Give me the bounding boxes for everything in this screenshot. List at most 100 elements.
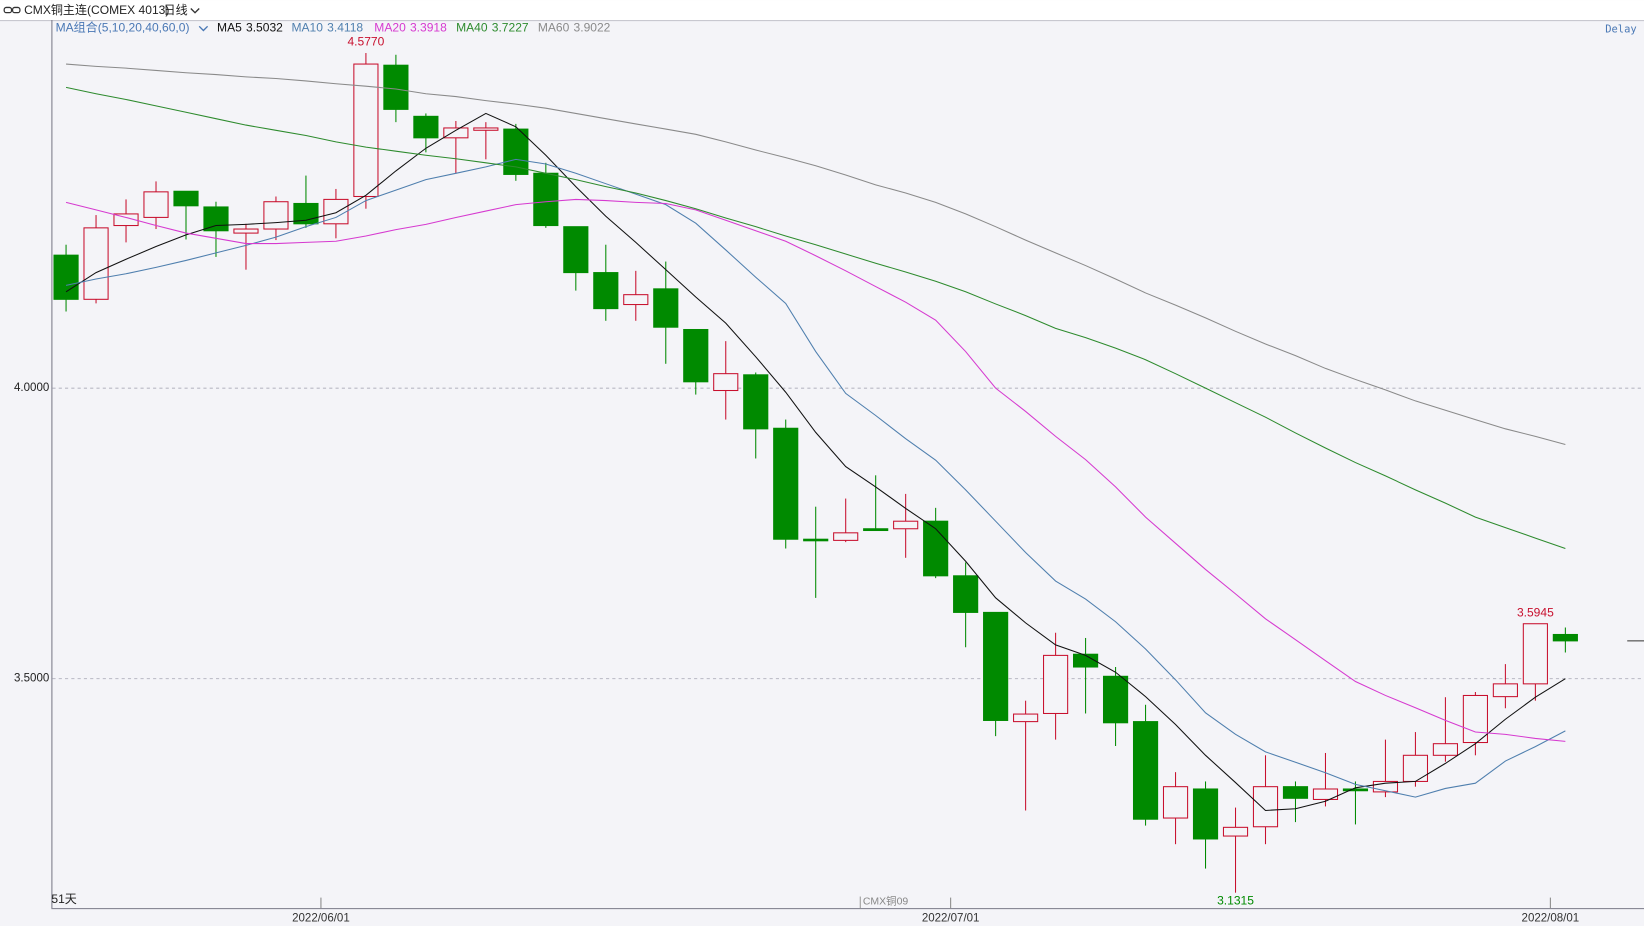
- legend-value: 3.7227: [492, 21, 529, 35]
- legend-value: 3.5032: [246, 21, 283, 35]
- ma-line: [65, 86, 1566, 550]
- period-dropdown-icon[interactable]: [190, 8, 200, 14]
- candle-body: [833, 532, 859, 541]
- candle: [1312, 752, 1339, 807]
- candle: [53, 244, 79, 312]
- legend-entry: MA40 3.7227: [456, 21, 529, 35]
- candle-body: [473, 127, 499, 131]
- candle: [773, 419, 799, 549]
- candle-body: [203, 206, 229, 232]
- candle-body: [353, 63, 379, 198]
- header-bar: [0, 0, 1644, 21]
- legend-entry: MA20 3.3918: [374, 21, 447, 35]
- candle-body: [953, 575, 979, 613]
- candle: [263, 196, 289, 241]
- candle-body: [503, 128, 529, 175]
- candle: [1552, 627, 1578, 653]
- legend-value: 3.9022: [574, 21, 611, 35]
- candle-body: [893, 520, 919, 530]
- candle: [923, 507, 949, 579]
- candle: [473, 122, 499, 160]
- candle-body: [1492, 683, 1518, 698]
- candle-body: [1342, 788, 1369, 792]
- candle: [1402, 732, 1429, 787]
- legend-name: MA10: [291, 21, 323, 35]
- candle: [233, 223, 259, 270]
- candle-body: [713, 373, 739, 392]
- ma-line: [65, 158, 1566, 798]
- period-selector[interactable]: 日线: [164, 3, 188, 17]
- ma-line: [65, 112, 1566, 811]
- instrument-title: CMX铜主连(COMEX 4013): [24, 2, 169, 17]
- candle: [1462, 691, 1488, 756]
- candle: [1522, 623, 1548, 701]
- candle-body: [1252, 786, 1279, 828]
- candle: [1222, 807, 1249, 893]
- legend-name: MA5: [217, 21, 242, 35]
- legend-name: MA60: [538, 21, 570, 35]
- high-label: 4.5770: [347, 35, 384, 49]
- candle: [1492, 664, 1518, 709]
- candle: [1162, 772, 1189, 845]
- candle: [563, 226, 589, 291]
- candle-body: [683, 328, 709, 383]
- candle: [353, 53, 379, 209]
- candle-body: [1132, 721, 1159, 820]
- legend-name: MA40: [456, 21, 488, 35]
- y-tick-label: 3.5000: [14, 673, 49, 685]
- legend-value: 3.4118: [327, 21, 363, 35]
- indicator-selector[interactable]: MA组合(5,10,20,40,60,0): [56, 20, 190, 35]
- candle: [533, 162, 559, 228]
- candle-body: [863, 528, 889, 532]
- candle-body: [263, 201, 289, 230]
- link-icon[interactable]: [3, 6, 21, 14]
- candle-body: [653, 288, 679, 328]
- candle: [1073, 637, 1099, 714]
- candle-body: [743, 374, 769, 430]
- candle-body: [1552, 633, 1578, 642]
- legend-entry: MA60 3.9022: [538, 21, 611, 35]
- indicator-dropdown-icon[interactable]: [198, 25, 209, 32]
- y-tick-label: 4.0000: [14, 382, 49, 394]
- candle: [1372, 739, 1399, 798]
- candle: [893, 493, 919, 558]
- candle-body: [383, 64, 409, 110]
- legend-value: 3.3918: [410, 21, 447, 35]
- x-tick-label: 2022/08/01: [1522, 913, 1580, 925]
- candle: [173, 190, 199, 240]
- candle-body: [1312, 788, 1339, 800]
- candle-body: [233, 228, 259, 234]
- legend-name: MA20: [374, 21, 406, 35]
- count-label: 51天: [51, 892, 76, 906]
- candle-body: [143, 191, 169, 218]
- candle: [833, 498, 859, 543]
- candle: [1252, 755, 1279, 845]
- candle-body: [53, 254, 79, 300]
- candle: [113, 199, 139, 243]
- candle-body: [983, 611, 1009, 721]
- candle: [1013, 700, 1039, 811]
- candle-body: [413, 115, 439, 139]
- candle: [1132, 704, 1159, 826]
- candle: [1432, 697, 1459, 762]
- legend-entry: MA5 3.5032: [217, 21, 283, 35]
- legend-entry: MA10 3.4118: [291, 21, 363, 35]
- candle-body: [593, 272, 619, 310]
- candle-body: [1222, 826, 1249, 837]
- candle-body: [773, 427, 799, 540]
- candle-body: [1102, 675, 1129, 724]
- candle-body: [83, 227, 109, 300]
- candle-body: [1073, 653, 1099, 668]
- candle: [83, 215, 109, 304]
- candle-body: [113, 213, 139, 227]
- candle: [713, 341, 739, 420]
- high-label: 3.5945: [1517, 605, 1554, 619]
- candle-body: [1282, 786, 1309, 799]
- candle-body: [1402, 754, 1429, 782]
- candle-body: [1522, 623, 1548, 685]
- low-label: 3.1315: [1217, 893, 1254, 907]
- candle-body: [443, 127, 469, 139]
- candle: [1043, 632, 1069, 740]
